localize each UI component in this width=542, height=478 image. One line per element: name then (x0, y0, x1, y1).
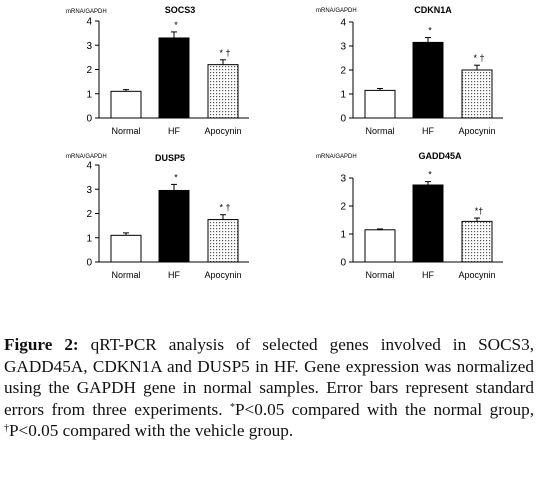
y-axis-label: mRNA/GAPDH (66, 154, 107, 160)
y-tick-label: 3 (340, 174, 346, 185)
chart-title: GADD45A (418, 151, 462, 161)
y-tick-label: 4 (86, 161, 92, 172)
caption-sup-2: † (4, 423, 9, 434)
x-category-label: HF (422, 126, 434, 136)
bar-normal (110, 234, 142, 263)
y-tick-label: 3 (86, 41, 92, 52)
y-tick-label: 2 (86, 65, 92, 76)
x-category-label: HF (422, 270, 434, 280)
caption-text-2: P<0.05 compared with the normal group, (234, 399, 534, 419)
bar-hf (412, 41, 444, 119)
caption-sup-1: * (229, 401, 235, 413)
y-tick-label: 0 (86, 258, 92, 269)
y-tick-label: 4 (86, 17, 92, 28)
y-tick-label: 2 (340, 66, 346, 77)
significance-mark: * (174, 172, 178, 182)
x-category-label: Normal (365, 126, 394, 136)
y-tick-label: 1 (340, 230, 346, 241)
figure-panels: SOCS3 mRNA/GAPDH 0 1 2 3 4 Normal * HF * † Apocynin… (66, 5, 503, 280)
x-category-label: Apocynin (458, 126, 495, 136)
x-category-label: HF (168, 270, 180, 280)
significance-mark: * † (219, 203, 230, 213)
caption-text-1: qRT-PCR analysis of selected genes invol… (4, 335, 534, 419)
x-category-label: Normal (111, 270, 140, 280)
y-tick-label: 2 (340, 202, 346, 213)
x-category-label: Apocynin (204, 126, 241, 136)
chart-title: CDKN1A (414, 5, 452, 15)
y-tick-label: 0 (340, 258, 346, 269)
significance-mark: * (428, 26, 432, 36)
y-tick-label: 2 (86, 209, 92, 220)
y-tick-label: 1 (340, 90, 346, 101)
caption-label: Figure 2: (4, 335, 79, 354)
y-tick-label: 0 (340, 114, 346, 125)
significance-mark: * (428, 170, 432, 180)
y-axis-label: mRNA/GAPDH (316, 8, 357, 14)
bar-normal (110, 90, 142, 119)
bar-hf (412, 184, 444, 263)
x-category-label: HF (168, 126, 180, 136)
chart-title: SOCS3 (165, 5, 196, 15)
chart-title: DUSP5 (155, 153, 185, 163)
bar-apocynin (461, 220, 493, 263)
bar-hf (158, 37, 190, 119)
bar-apocynin (461, 69, 493, 119)
significance-mark: * † (219, 48, 230, 58)
caption-text-3: P<0.05 compared with the vehicle group. (9, 421, 294, 440)
y-tick-label: 3 (340, 42, 346, 53)
bar-apocynin (207, 64, 239, 119)
significance-mark: * (174, 20, 178, 30)
y-tick-label: 1 (86, 89, 92, 100)
figure-caption: Figure 2: qRT-PCR analysis of selected g… (4, 334, 534, 442)
significance-mark: * † (473, 53, 484, 63)
y-axis-label: mRNA/GAPDH (66, 9, 107, 15)
y-tick-label: 0 (86, 114, 92, 125)
x-category-label: Apocynin (458, 270, 495, 280)
x-category-label: Normal (111, 126, 140, 136)
y-tick-label: 3 (86, 185, 92, 196)
y-tick-label: 1 (86, 233, 92, 244)
bar-normal (364, 89, 396, 119)
bar-hf (158, 189, 190, 263)
y-axis-label: mRNA/GAPDH (316, 154, 357, 160)
bar-normal (364, 229, 396, 263)
x-category-label: Apocynin (204, 270, 241, 280)
significance-mark: *† (475, 206, 484, 216)
y-tick-label: 4 (340, 18, 346, 29)
x-category-label: Normal (365, 270, 394, 280)
bar-apocynin (207, 219, 239, 263)
